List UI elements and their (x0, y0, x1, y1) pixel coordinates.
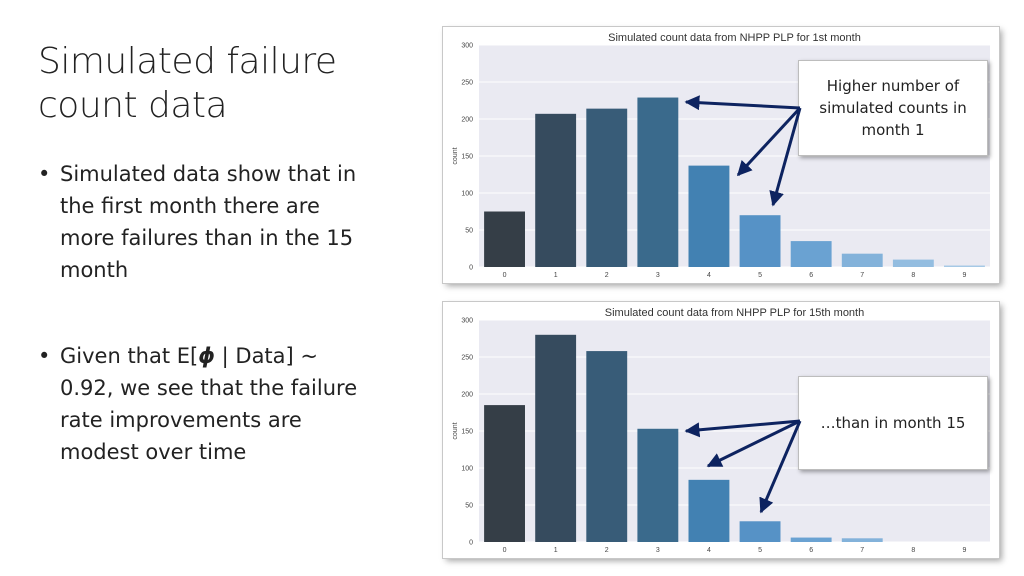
x-tick-label: 0 (503, 272, 507, 279)
y-tick-label: 150 (461, 154, 473, 161)
bar-9 (944, 265, 985, 267)
y-tick-label: 200 (461, 392, 473, 399)
bar-6 (790, 537, 832, 542)
x-tick-label: 9 (962, 272, 966, 279)
x-tick-label: 4 (707, 272, 711, 279)
y-tick-label: 250 (461, 80, 473, 87)
x-tick-label: 2 (605, 547, 609, 554)
bar-0 (484, 405, 525, 542)
y-tick-label: 200 (461, 117, 473, 124)
phi-symbol: ϕ (198, 344, 215, 368)
x-tick-label: 5 (758, 272, 762, 279)
x-tick-label: 2 (605, 272, 609, 279)
y-axis-label: count (452, 422, 459, 439)
y-tick-label: 150 (461, 429, 473, 436)
y-tick-label: 50 (465, 503, 473, 510)
arrow-to-bar-4 (736, 106, 802, 177)
slide-title: Simulated failure count data (38, 41, 337, 126)
bullet-item: • Simulated data show that in the first … (38, 158, 370, 286)
bar-7 (841, 253, 883, 267)
x-tick-label: 0 (503, 547, 507, 554)
bullet-text-part: Given that E[ (60, 344, 199, 368)
x-tick-label: 8 (911, 272, 915, 279)
x-tick-label: 3 (656, 272, 660, 279)
bar-4 (688, 165, 730, 267)
bar-2 (586, 351, 628, 542)
bar-0 (484, 211, 525, 267)
x-tick-label: 6 (809, 272, 813, 279)
bar-2 (586, 108, 628, 267)
x-tick-label: 8 (911, 547, 915, 554)
y-tick-label: 0 (469, 540, 473, 547)
y-tick-label: 0 (469, 265, 473, 272)
y-tick-label: 100 (461, 191, 473, 198)
callout-text: Higher number of simulated counts in mon… (819, 77, 967, 139)
arrow-to-bar-5 (769, 107, 802, 207)
bar-5 (739, 521, 781, 542)
y-axis-label: count (452, 147, 459, 164)
y-tick-label: 300 (461, 43, 473, 50)
bar-1 (535, 334, 577, 542)
bar-5 (739, 215, 781, 267)
x-tick-label: 4 (707, 547, 711, 554)
x-tick-label: 9 (962, 547, 966, 554)
callout-text: …than in month 15 (820, 414, 966, 432)
bullet-symbol: • (38, 344, 51, 368)
bullet-symbol: • (38, 162, 51, 186)
y-tick-label: 100 (461, 466, 473, 473)
x-tick-label: 7 (860, 272, 864, 279)
x-tick-label: 7 (860, 547, 864, 554)
bar-8 (892, 259, 934, 267)
bar-7 (841, 538, 883, 542)
x-tick-label: 1 (554, 272, 558, 279)
y-tick-label: 50 (465, 228, 473, 235)
arrow-to-bar-5-month-15 (759, 420, 802, 514)
arrow-to-bar-3 (684, 95, 801, 111)
bar-3 (637, 428, 679, 542)
x-tick-label: 6 (809, 547, 813, 554)
chart-title: Simulated count data from NHPP PLP for 1… (608, 32, 861, 44)
callout-month-1: Higher number of simulated counts in mon… (798, 60, 988, 156)
x-tick-label: 3 (656, 547, 660, 554)
y-tick-label: 300 (461, 318, 473, 325)
callout-month-15: …than in month 15 (798, 376, 988, 470)
arrow-to-bar-3-month-15 (684, 419, 801, 438)
arrow-to-bar-4-month-15 (706, 419, 801, 468)
bullet-text-part: | Data] ~ 0.92, we see that the failure … (60, 344, 358, 464)
x-tick-label: 1 (554, 547, 558, 554)
bullet-text: Simulated data show that in the first mo… (60, 162, 357, 282)
bar-6 (790, 241, 832, 267)
bar-4 (688, 479, 730, 542)
bar-3 (637, 97, 679, 267)
bullet-item: • Given that E[ϕ | Data] ~ 0.92, we see … (38, 340, 370, 468)
y-tick-label: 250 (461, 355, 473, 362)
x-tick-label: 5 (758, 547, 762, 554)
bar-1 (535, 113, 577, 267)
chart-title: Simulated count data from NHPP PLP for 1… (605, 307, 864, 319)
